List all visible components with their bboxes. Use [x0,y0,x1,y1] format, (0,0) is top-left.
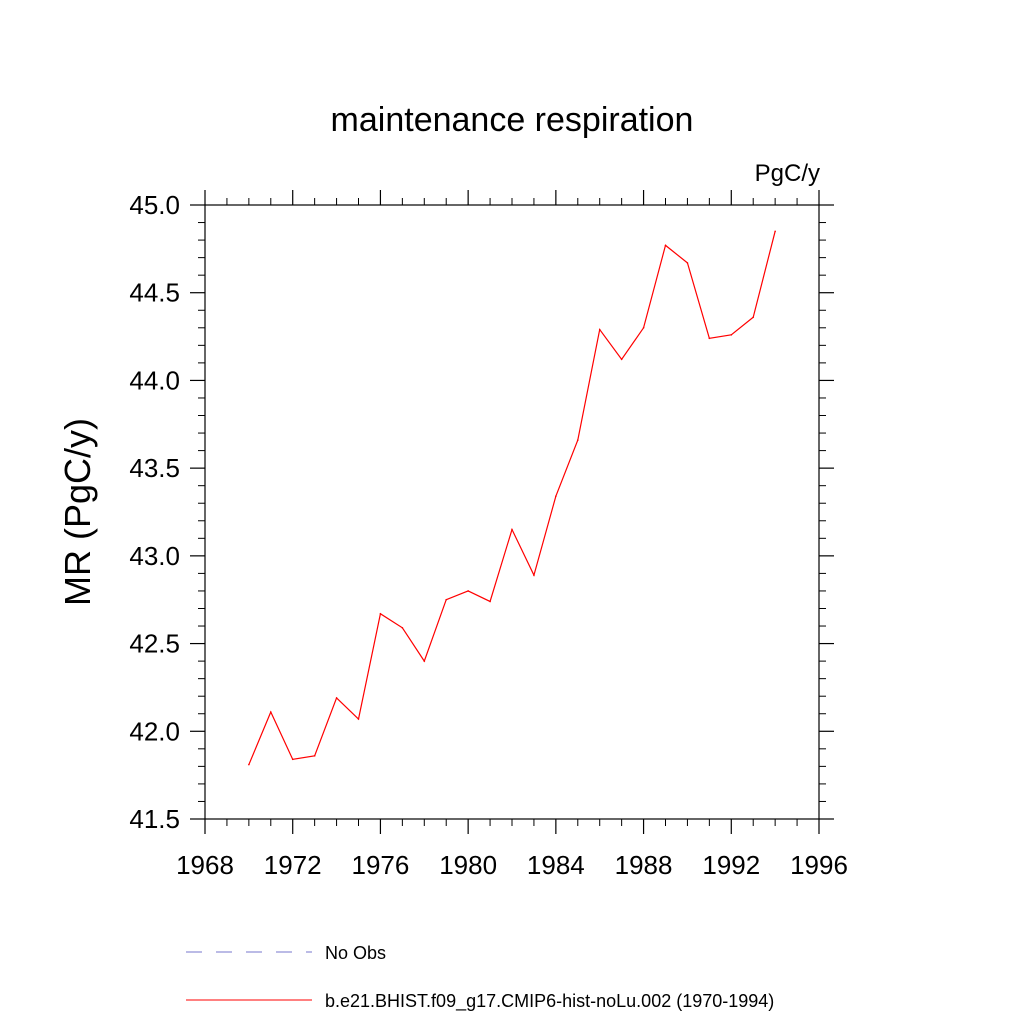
data-point [598,328,601,331]
y-tick-label: 44.5 [129,278,180,308]
data-point [708,337,711,340]
x-tick-label: 1976 [352,850,410,880]
y-tick-label: 43.5 [129,453,180,483]
data-point [445,598,448,601]
y-tick-label: 42.0 [129,716,180,746]
chart-title: maintenance respiration [331,101,694,139]
data-point [423,660,426,662]
data-point [401,626,404,629]
data-point [248,763,250,766]
legend-label: b.e21.BHIST.f09_g17.CMIP6-hist-noLu.002 … [325,991,774,1012]
axis-ticks [190,190,834,834]
x-tick-label: 1984 [527,850,585,880]
y-tick-label: 44.0 [129,365,180,395]
data-point [620,358,623,361]
data-point [533,574,535,576]
data-point [686,262,689,264]
series-layer [248,230,776,766]
data-point [664,244,667,247]
data-point [511,528,513,531]
y-tick-label: 42.5 [129,629,180,659]
units-label: PgC/y [755,160,820,187]
data-point [291,758,294,761]
legend: No Obs b.e21.BHIST.f09_g17.CMIP6-hist-noL… [186,943,774,1012]
data-point [269,711,272,713]
data-point [576,439,579,441]
x-tick-label: 1972 [264,850,322,880]
data-point [752,316,755,319]
data-point [730,334,733,336]
data-point [379,612,382,615]
data-point [774,230,776,233]
y-tick-label: 43.0 [129,541,180,571]
data-point [467,590,469,592]
data-point [489,600,491,603]
data-point [642,327,645,329]
x-tick-label: 1988 [615,850,673,880]
data-point [555,495,557,498]
y-tick-label: 41.5 [129,804,180,834]
axis-tick-labels: 1968 1972 1976 1980 1984 1988 1992 1996 41.5 42.0… [129,190,848,880]
series-line [248,231,776,765]
legend-label: No Obs [325,943,386,963]
data-point [357,718,360,720]
x-tick-label: 1980 [439,850,497,880]
y-tick-label: 45.0 [129,190,180,220]
x-tick-label: 1996 [790,850,848,880]
y-axis-label: MR (PgC/y) [57,418,98,606]
x-tick-label: 1992 [702,850,760,880]
plot-frame [204,204,820,820]
x-tick-label: 1968 [176,850,234,880]
data-point [313,755,316,757]
data-point [335,697,338,699]
